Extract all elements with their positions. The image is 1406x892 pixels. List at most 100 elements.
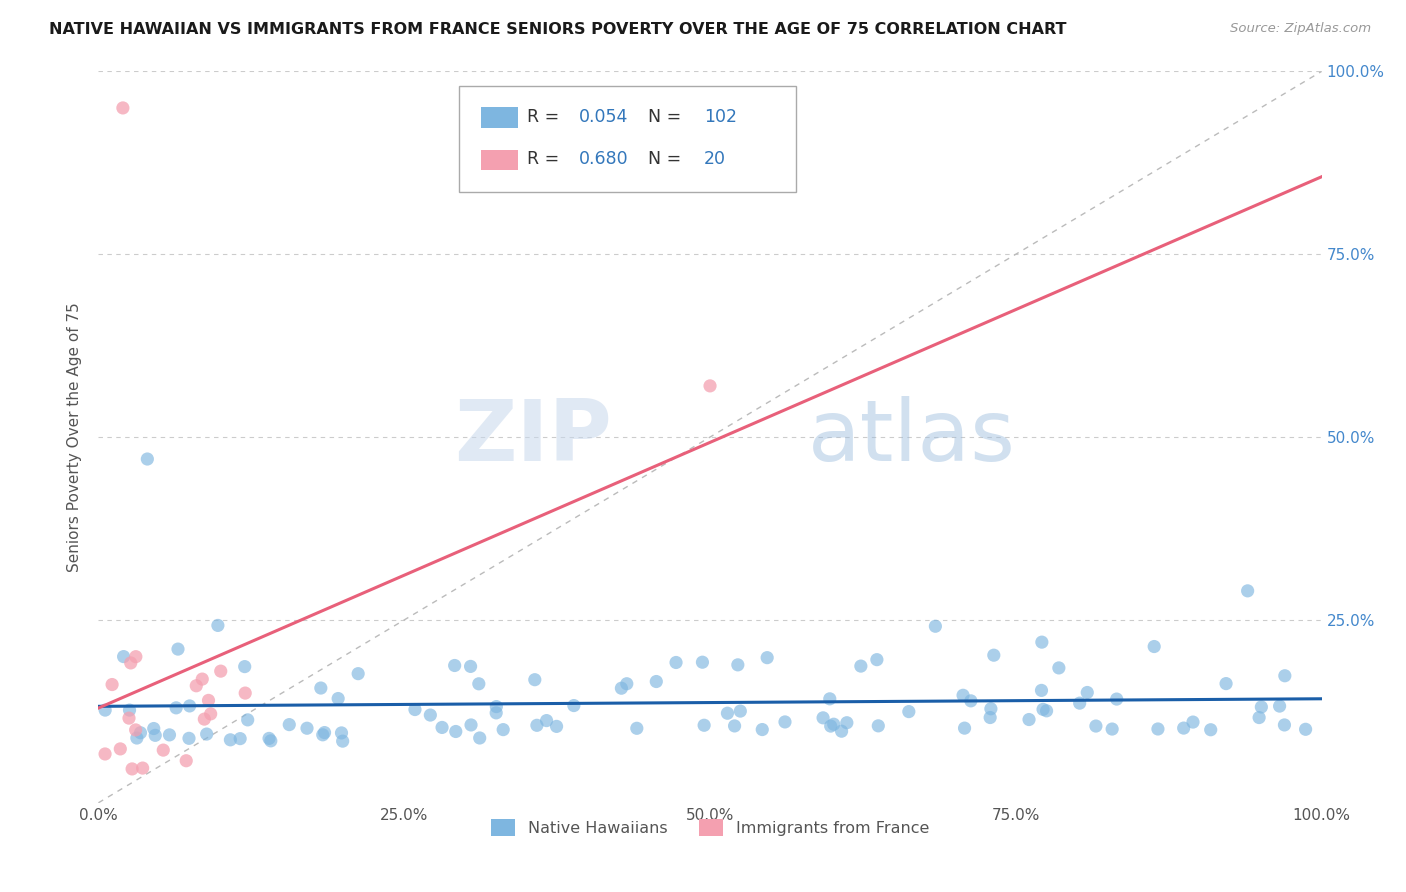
Point	[1215, 676, 1237, 690]
Point	[820, 719, 842, 733]
Point	[468, 731, 491, 745]
Point	[1031, 635, 1053, 649]
Point	[526, 718, 548, 732]
Point	[195, 727, 218, 741]
Point	[546, 719, 568, 733]
Point	[328, 691, 350, 706]
Point	[468, 677, 491, 691]
Point	[404, 702, 426, 716]
Point	[309, 681, 332, 695]
Point	[1274, 669, 1296, 683]
Y-axis label: Seniors Poverty Over the Age of 75: Seniors Poverty Over the Age of 75	[67, 302, 83, 572]
Point	[125, 731, 148, 745]
Point	[1101, 722, 1123, 736]
Point	[1047, 661, 1070, 675]
Point	[868, 719, 890, 733]
Point	[278, 717, 301, 731]
Point	[1105, 692, 1128, 706]
Point	[983, 648, 1005, 663]
Point	[191, 672, 214, 686]
Point	[159, 728, 181, 742]
Point	[419, 708, 441, 723]
Point	[616, 677, 638, 691]
Point	[152, 743, 174, 757]
Point	[460, 718, 482, 732]
Point	[980, 702, 1002, 716]
Point	[124, 723, 146, 737]
Point	[665, 656, 688, 670]
Point	[692, 655, 714, 669]
Point	[260, 734, 283, 748]
Point	[626, 721, 648, 735]
Point	[751, 723, 773, 737]
Point	[716, 706, 738, 721]
Point	[492, 723, 515, 737]
Text: 20: 20	[704, 150, 725, 168]
Point	[347, 666, 370, 681]
Point	[207, 618, 229, 632]
Text: R =: R =	[526, 109, 564, 127]
Point	[1268, 699, 1291, 714]
FancyBboxPatch shape	[481, 150, 517, 170]
Point	[460, 659, 482, 673]
Point	[979, 710, 1001, 724]
Point	[960, 694, 983, 708]
Point	[693, 718, 716, 732]
Point	[866, 653, 889, 667]
Point	[110, 742, 132, 756]
Point	[229, 731, 252, 746]
Text: 0.054: 0.054	[579, 109, 628, 127]
Point	[1181, 714, 1204, 729]
Text: N =: N =	[637, 109, 686, 127]
Point	[120, 656, 142, 670]
Point	[101, 677, 124, 691]
Text: NATIVE HAWAIIAN VS IMMIGRANTS FROM FRANCE SENIORS POVERTY OVER THE AGE OF 75 COR: NATIVE HAWAIIAN VS IMMIGRANTS FROM FRANC…	[49, 22, 1067, 37]
Point	[1069, 696, 1091, 710]
Point	[723, 719, 745, 733]
Text: 102: 102	[704, 109, 737, 127]
Point	[165, 701, 187, 715]
Point	[1031, 683, 1053, 698]
Point	[645, 674, 668, 689]
Point	[831, 724, 853, 739]
Text: 0.680: 0.680	[579, 150, 628, 168]
Point	[129, 725, 152, 739]
Point	[730, 704, 752, 718]
Point	[177, 731, 200, 746]
Point	[897, 705, 920, 719]
Text: atlas: atlas	[808, 395, 1017, 479]
FancyBboxPatch shape	[460, 86, 796, 192]
Point	[131, 761, 153, 775]
Point	[118, 703, 141, 717]
Point	[835, 715, 858, 730]
Point	[167, 642, 190, 657]
Point	[924, 619, 946, 633]
Point	[94, 703, 117, 717]
Point	[1035, 704, 1057, 718]
Point	[1250, 700, 1272, 714]
Point	[523, 673, 546, 687]
Text: N =: N =	[637, 150, 686, 168]
Point	[536, 714, 558, 728]
Point	[1236, 583, 1258, 598]
Point	[1076, 685, 1098, 699]
Point	[94, 747, 117, 761]
Point	[186, 679, 208, 693]
Point	[699, 379, 721, 393]
Point	[111, 101, 134, 115]
Point	[236, 713, 259, 727]
Point	[952, 688, 974, 702]
Point	[1249, 710, 1271, 724]
Point	[818, 691, 841, 706]
Point	[1018, 713, 1040, 727]
Point	[233, 686, 256, 700]
Point	[118, 711, 141, 725]
Point	[314, 725, 336, 739]
Point	[1173, 721, 1195, 735]
Point	[112, 649, 135, 664]
Point	[142, 722, 165, 736]
Point	[143, 728, 166, 742]
Point	[756, 650, 779, 665]
Legend: Native Hawaiians, Immigrants from France: Native Hawaiians, Immigrants from France	[485, 813, 935, 842]
Point	[174, 754, 197, 768]
